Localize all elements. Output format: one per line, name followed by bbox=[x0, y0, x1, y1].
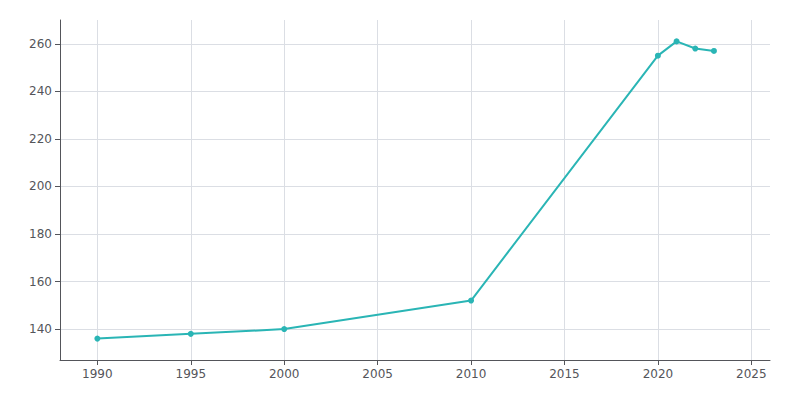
svg-text:220: 220 bbox=[29, 132, 52, 146]
svg-text:1995: 1995 bbox=[176, 367, 207, 381]
svg-text:260: 260 bbox=[29, 37, 52, 51]
svg-text:1990: 1990 bbox=[82, 367, 113, 381]
svg-text:180: 180 bbox=[29, 227, 52, 241]
svg-text:2010: 2010 bbox=[456, 367, 487, 381]
svg-text:240: 240 bbox=[29, 84, 52, 98]
svg-text:140: 140 bbox=[29, 322, 52, 336]
svg-text:2020: 2020 bbox=[643, 367, 674, 381]
svg-text:200: 200 bbox=[29, 179, 52, 193]
svg-text:2025: 2025 bbox=[736, 367, 767, 381]
svg-text:2000: 2000 bbox=[269, 367, 300, 381]
svg-text:2015: 2015 bbox=[549, 367, 580, 381]
svg-text:160: 160 bbox=[29, 275, 52, 289]
svg-text:2005: 2005 bbox=[362, 367, 393, 381]
